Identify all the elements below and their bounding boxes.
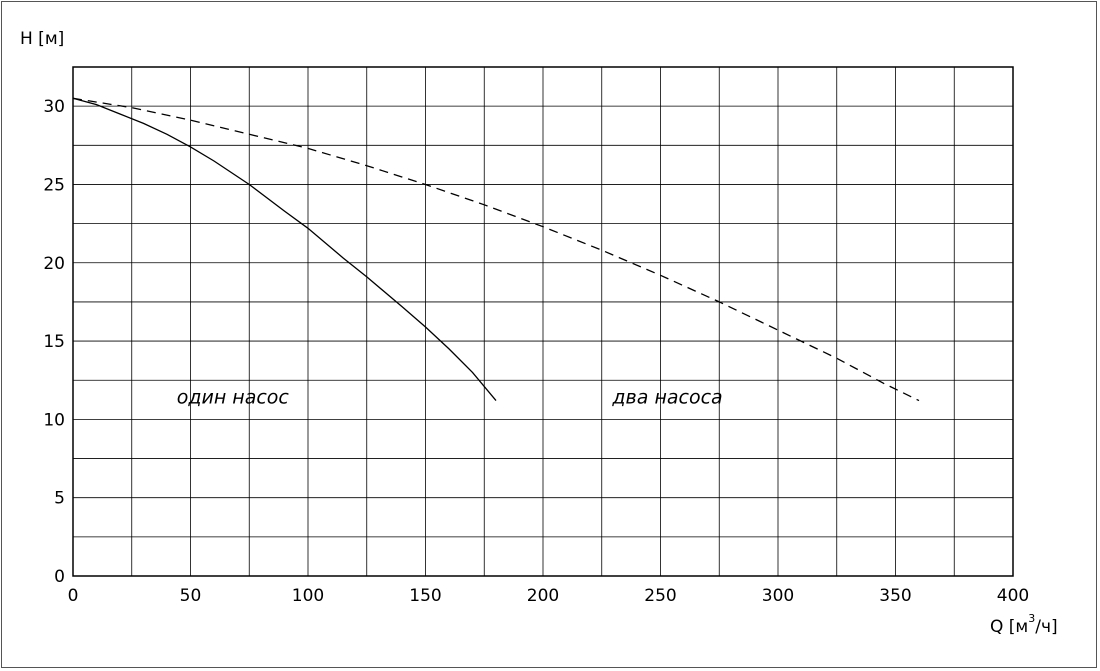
x-tick-label: 50 (180, 586, 202, 606)
series-annotation: один насос (177, 387, 290, 409)
grid (73, 67, 1013, 576)
y-axis-label: H [м] (20, 29, 64, 49)
series-line-1 (72, 97, 497, 402)
x-tick-label: 300 (762, 586, 794, 606)
y-tick-label: 30 (43, 97, 65, 117)
series-group (72, 97, 920, 402)
y-tick-label: 5 (54, 489, 65, 509)
x-tick-label: 400 (997, 586, 1029, 606)
x-axis-label-superscript: 3 (1028, 612, 1035, 625)
x-tick-label: 250 (644, 586, 676, 606)
series-annotation: два насоса (611, 387, 722, 409)
x-tick-label: 200 (527, 586, 559, 606)
y-tick-label: 10 (43, 410, 65, 430)
x-tick-label: 150 (409, 586, 441, 606)
y-tick-label: 0 (54, 567, 65, 587)
x-tick-label: 350 (879, 586, 911, 606)
x-axis-label-suffix: /ч] (1035, 617, 1057, 637)
y-tick-label: 15 (43, 332, 65, 352)
tick-labels: 0 50 100 150 200 250 300 350 400 0 5 10 15 20 25 30 (43, 97, 1029, 606)
x-tick-label: 100 (292, 586, 324, 606)
x-axis-label-prefix: Q [м (990, 617, 1028, 637)
x-axis-label: Q [м3/ч] (990, 612, 1058, 637)
series-line-2 (72, 97, 920, 402)
x-tick-label: 0 (68, 586, 79, 606)
plot-border (72, 66, 1014, 577)
annotations: один насос два насоса (177, 387, 723, 409)
y-tick-label: 25 (43, 175, 65, 195)
y-tick-label: 20 (43, 254, 65, 274)
